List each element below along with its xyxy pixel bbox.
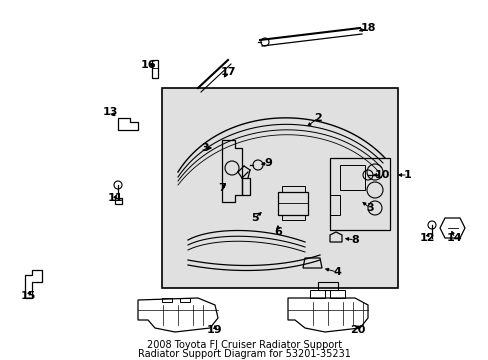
Text: 5: 5 xyxy=(251,213,258,223)
Text: 19: 19 xyxy=(207,325,223,335)
Text: 3: 3 xyxy=(201,143,208,153)
Text: 2008 Toyota FJ Cruiser Radiator Support: 2008 Toyota FJ Cruiser Radiator Support xyxy=(146,340,342,350)
Text: 20: 20 xyxy=(349,325,365,335)
Text: 7: 7 xyxy=(218,183,225,193)
Text: 6: 6 xyxy=(273,227,282,237)
Text: 3: 3 xyxy=(366,203,373,213)
Text: Radiator Support Diagram for 53201-35231: Radiator Support Diagram for 53201-35231 xyxy=(138,349,350,359)
Text: 17: 17 xyxy=(220,67,235,77)
Text: 9: 9 xyxy=(264,158,271,168)
Text: 16: 16 xyxy=(140,60,156,70)
Text: 8: 8 xyxy=(350,235,358,245)
Text: 15: 15 xyxy=(20,291,36,301)
Text: 12: 12 xyxy=(418,233,434,243)
Text: 10: 10 xyxy=(373,170,389,180)
Text: 14: 14 xyxy=(446,233,462,243)
Text: 1: 1 xyxy=(403,170,411,180)
Text: 2: 2 xyxy=(313,113,321,123)
Text: 11: 11 xyxy=(107,193,122,203)
Text: 18: 18 xyxy=(360,23,375,33)
Bar xyxy=(162,88,397,288)
Text: 13: 13 xyxy=(102,107,118,117)
Text: 4: 4 xyxy=(332,267,340,277)
